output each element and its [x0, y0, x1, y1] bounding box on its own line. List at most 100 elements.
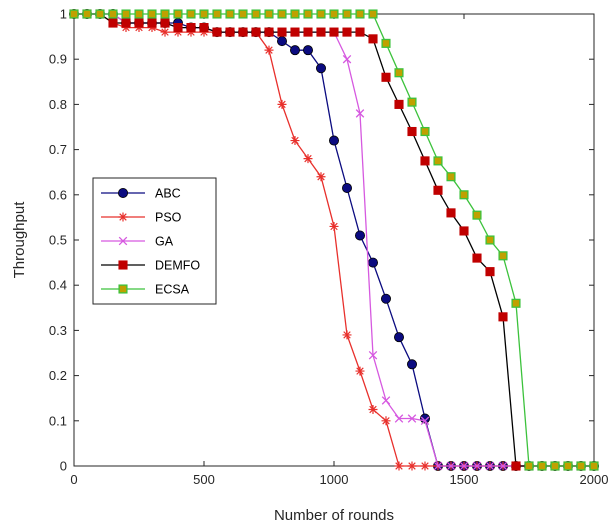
point-ecsa-18 [303, 9, 313, 19]
point-pso-19 [316, 172, 326, 182]
x-tick-label-2000: 2000 [580, 472, 609, 487]
legend-marker-ecsa [118, 284, 128, 294]
point-ecsa-1 [82, 9, 92, 19]
y-tick-label-0.7: 0.7 [49, 142, 67, 157]
point-demfo-26 [407, 126, 417, 137]
legend-entry-abc: ABC [101, 187, 181, 201]
legend-label-ga: GA [155, 235, 174, 249]
point-ecsa-40 [589, 461, 599, 471]
point-ecsa-6 [147, 9, 157, 19]
point-ecsa-3 [108, 9, 118, 19]
series-group [69, 8, 600, 471]
point-demfo-3 [108, 18, 118, 28]
x-tick-label-1500: 1500 [450, 472, 479, 487]
point-pso-16 [277, 99, 287, 109]
y-tick-label-0.6: 0.6 [49, 187, 67, 202]
point-demfo-15 [264, 27, 274, 37]
point-ecsa-7 [160, 9, 170, 19]
point-abc-20 [328, 135, 339, 146]
point-ecsa-17 [290, 9, 300, 19]
y-tick-label-0.1: 0.1 [49, 413, 67, 428]
point-abc-19 [315, 63, 326, 74]
y-tick-label-0: 0 [60, 459, 67, 474]
point-demfo-14 [251, 27, 261, 37]
point-demfo-30 [459, 226, 469, 236]
point-abc-25 [393, 332, 404, 343]
point-demfo-20 [329, 27, 339, 37]
point-ga-21 [342, 54, 352, 64]
legend-entry-ga: GA [101, 235, 174, 249]
point-ga-33 [498, 461, 508, 471]
point-demfo-24 [381, 72, 391, 82]
point-ga-23 [368, 351, 378, 360]
point-demfo-33 [498, 312, 508, 322]
legend-entry-ecsa: ECSA [101, 283, 190, 297]
point-demfo-25 [394, 99, 404, 109]
axis-ticks: 0 500 1000 1500 2000 0 0.1 0.2 0.3 0.4 0.5 0.6 0.7 0.… [49, 7, 609, 488]
y-tick-label-0.4: 0.4 [49, 278, 67, 293]
point-ecsa-0 [69, 9, 79, 19]
point-demfo-9 [186, 23, 196, 33]
point-demfo-17 [290, 27, 300, 37]
point-demfo-13 [238, 27, 248, 37]
point-pso-26 [407, 461, 417, 471]
point-abc-22 [354, 230, 365, 241]
point-ecsa-19 [316, 9, 326, 19]
point-abc-26 [406, 359, 417, 370]
legend-label-pso: PSO [155, 211, 182, 225]
y-tick-label-0.8: 0.8 [49, 97, 67, 112]
point-ga-24 [381, 396, 391, 405]
point-ga-22 [355, 109, 365, 118]
point-pso-18 [303, 154, 313, 164]
point-demfo-29 [446, 208, 456, 218]
point-ecsa-39 [576, 461, 586, 471]
point-ga-26 [407, 414, 417, 423]
point-pso-20 [329, 221, 339, 231]
point-ga-27 [420, 416, 430, 426]
point-ecsa-9 [186, 9, 196, 19]
y-tick-label-0.2: 0.2 [49, 368, 67, 383]
point-demfo-4 [121, 18, 131, 28]
x-tick-label-0: 0 [70, 472, 77, 487]
point-demfo-18 [303, 27, 313, 37]
point-demfo-11 [212, 27, 222, 37]
point-ecsa-26 [407, 97, 417, 107]
legend-entry-pso: PSO [101, 211, 182, 225]
point-pso-24 [381, 416, 391, 426]
point-demfo-32 [485, 267, 495, 277]
y-axis-title: Throughput [11, 201, 28, 279]
point-ecsa-29 [446, 172, 456, 182]
legend-marker-ga [118, 236, 128, 246]
point-ecsa-8 [173, 9, 183, 19]
point-ecsa-23 [368, 9, 378, 19]
point-demfo-8 [173, 23, 183, 33]
point-ecsa-34 [511, 298, 521, 308]
point-ecsa-24 [381, 38, 391, 48]
point-ga-25 [394, 414, 404, 423]
y-tick-label-0.5: 0.5 [49, 233, 67, 248]
point-ecsa-35 [524, 461, 534, 471]
y-tick-label-1: 1 [60, 7, 67, 22]
point-pso-25 [394, 461, 404, 471]
point-demfo-12 [225, 27, 235, 37]
point-abc-24 [380, 293, 391, 304]
x-tick-label-1000: 1000 [320, 472, 349, 487]
point-ecsa-4 [121, 9, 131, 19]
legend-marker-pso [118, 212, 128, 222]
point-ecsa-10 [199, 9, 209, 19]
point-abc-18 [302, 45, 313, 56]
point-demfo-16 [277, 27, 287, 37]
point-pso-17 [290, 136, 300, 146]
point-demfo-27 [420, 156, 430, 166]
legend-entry-demfo: DEMFO [101, 259, 200, 273]
point-ga-28 [433, 461, 443, 471]
series-ecsa [69, 9, 599, 471]
point-demfo-10 [199, 23, 209, 33]
point-demfo-21 [342, 27, 352, 37]
point-pso-27 [420, 461, 430, 471]
point-pso-22 [355, 366, 365, 376]
point-ecsa-31 [472, 210, 482, 220]
point-ecsa-37 [550, 461, 560, 471]
point-ecsa-25 [394, 68, 404, 78]
